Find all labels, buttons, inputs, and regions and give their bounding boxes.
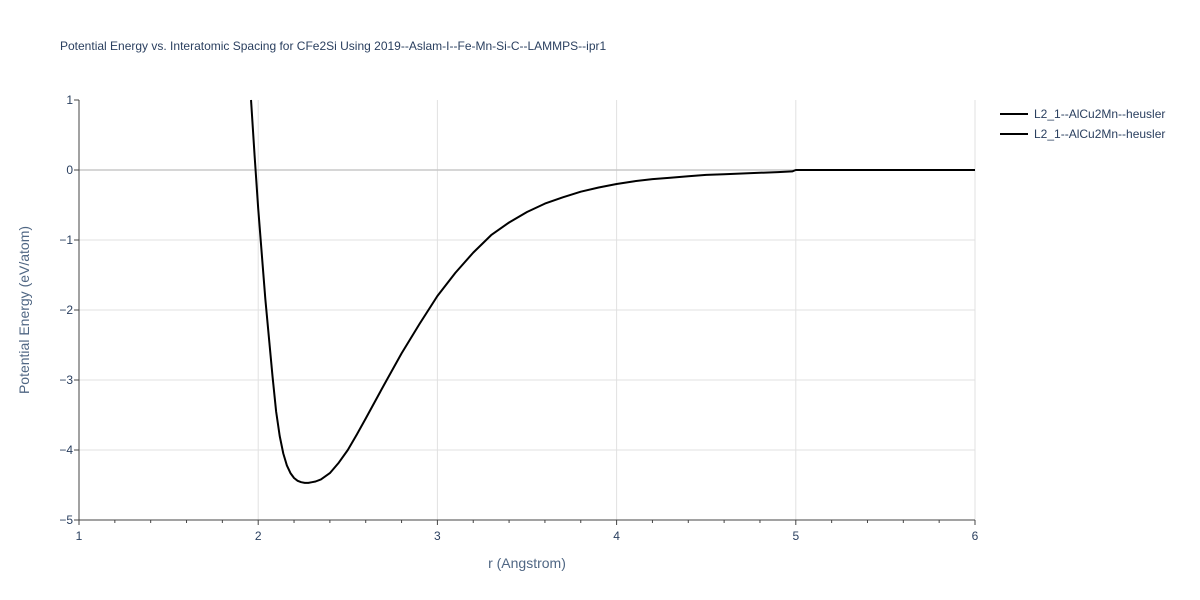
x-axis-label: r (Angstrom): [488, 555, 566, 571]
plot-area: [250, 99, 975, 484]
y-tick-label: −3: [59, 373, 73, 387]
x-tick-label: 3: [434, 529, 441, 543]
chart-title: Potential Energy vs. Interatomic Spacing…: [60, 39, 606, 53]
y-tick-label: −1: [59, 233, 73, 247]
x-tick-label: 5: [792, 529, 799, 543]
y-tick-label: 1: [66, 93, 73, 107]
tick-labels: 1 2 3 4 5 6 1 0 −1 −2 −3 −4 −5: [59, 93, 978, 543]
series-line-0: [250, 99, 975, 484]
grid-lines: [79, 100, 976, 520]
x-tick-label: 6: [972, 529, 979, 543]
y-axis-label: Potential Energy (eV/atom): [16, 226, 32, 394]
x-tick-label: 2: [255, 529, 262, 543]
legend[interactable]: L2_1--AlCu2Mn--heusler L2_1--AlCu2Mn--heu…: [1000, 107, 1165, 141]
y-tick-label: −4: [59, 443, 73, 457]
x-tick-label: 1: [76, 529, 83, 543]
legend-entry-0[interactable]: L2_1--AlCu2Mn--heusler: [1034, 107, 1165, 121]
x-tick-label: 4: [613, 529, 620, 543]
y-tick-label: −2: [59, 303, 73, 317]
legend-entry-1[interactable]: L2_1--AlCu2Mn--heusler: [1034, 127, 1165, 141]
y-tick-label: 0: [66, 163, 73, 177]
y-tick-label: −5: [59, 513, 73, 527]
axes: [74, 99, 976, 525]
